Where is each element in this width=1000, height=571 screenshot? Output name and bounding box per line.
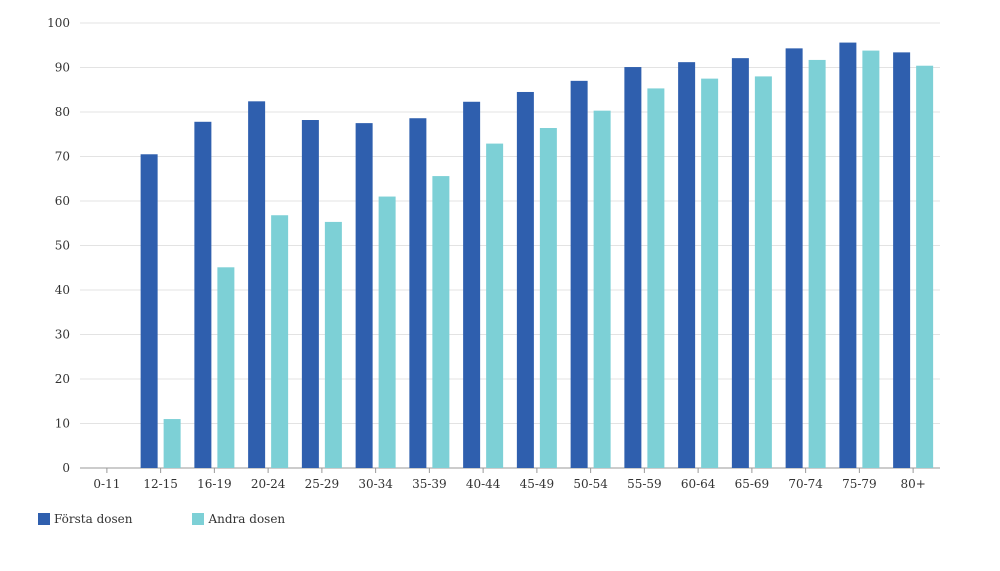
legend-swatch-first-dose [38,513,50,525]
y-tick-label: 100 [47,16,70,30]
bar-second-dose [593,110,611,468]
bar-first-dose [516,91,534,468]
x-tick-label: 55-59 [627,477,662,491]
legend-item-second-dose[interactable]: Andra dosen [192,512,285,526]
bar-second-dose [378,196,396,469]
bar-first-dose [355,123,373,468]
bar-first-dose [140,154,158,468]
bar-first-dose [463,101,481,468]
bar-second-dose [163,419,181,468]
x-tick-label: 30-34 [358,477,393,491]
bar-first-dose [301,120,319,468]
x-tick-label: 50-54 [573,477,608,491]
bar-first-dose [785,48,803,469]
bar-first-dose [570,80,588,468]
x-tick-label: 75-79 [842,477,877,491]
bar-first-dose [678,62,696,468]
x-tick-label: 45-49 [520,477,555,491]
y-tick-label: 60 [55,194,70,208]
bar-first-dose [194,121,212,468]
y-tick-label: 70 [55,150,70,164]
x-tick-label: 40-44 [466,477,501,491]
bar-second-dose [647,88,665,468]
bar-second-dose [432,176,450,468]
legend-swatch-second-dose [192,513,205,525]
x-tick-label: 70-74 [788,477,823,491]
bar-second-dose [271,215,289,468]
bar-second-dose [539,128,557,468]
bar-second-dose [916,65,934,468]
x-tick-label: 12-15 [143,477,178,491]
y-tick-label: 40 [55,283,70,297]
legend-label-first-dose: Första dosen [54,512,133,526]
x-tick-label: 65-69 [735,477,770,491]
y-tick-label: 50 [55,239,70,253]
y-tick-label: 10 [55,417,70,431]
bar-first-dose [409,118,427,468]
y-tick-label: 90 [55,61,70,75]
x-tick-label: 0-11 [93,477,120,491]
bar-second-dose [862,50,880,469]
x-tick-label: 20-24 [251,477,286,491]
y-tick-label: 30 [55,328,70,342]
x-tick-label: 80+ [900,477,925,491]
y-tick-label: 0 [62,461,70,475]
bar-first-dose [893,52,911,469]
x-tick-label: 16-19 [197,477,232,491]
x-tick-label: 25-29 [305,477,340,491]
legend-item-first-dose[interactable]: Första dosen [38,512,132,526]
x-tick-label: 35-39 [412,477,447,491]
chart-legend: Första dosen Andra dosen [38,512,285,526]
bar-second-dose [217,267,235,468]
legend-label-second-dose: Andra dosen [208,512,286,526]
x-tick-label: 60-64 [681,477,716,491]
y-tick-label: 80 [55,105,70,119]
bar-second-dose [808,59,826,469]
y-tick-label: 20 [55,372,70,386]
bar-first-dose [731,58,749,468]
bar-second-dose [701,78,719,468]
bar-first-dose [248,101,266,468]
bar-first-dose [839,42,857,468]
bar-first-dose [624,67,642,469]
bar-second-dose [486,143,504,468]
bar-second-dose [324,221,342,468]
bar-second-dose [754,76,772,469]
